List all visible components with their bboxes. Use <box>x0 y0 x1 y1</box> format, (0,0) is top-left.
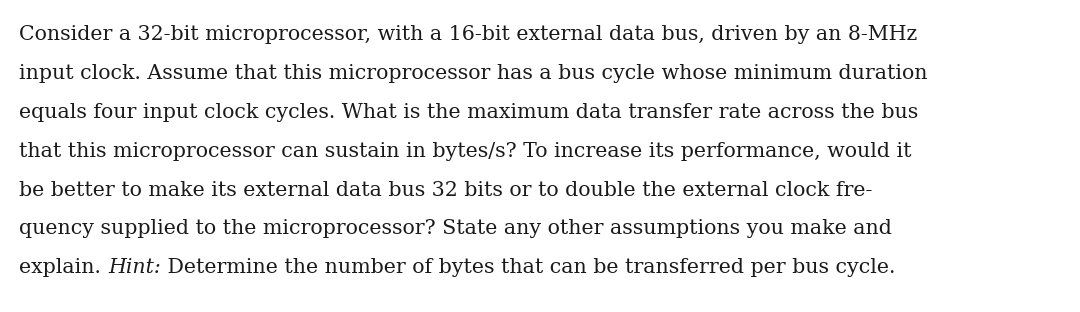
Text: be better to make its external data bus 32 bits or to double the external clock : be better to make its external data bus … <box>19 181 873 200</box>
Text: Determine the number of bytes that can be transferred per bus cycle.: Determine the number of bytes that can b… <box>161 258 895 277</box>
Text: explain.: explain. <box>19 258 108 277</box>
Text: Hint:: Hint: <box>108 258 161 277</box>
Text: input clock. Assume that this microprocessor has a bus cycle whose minimum durat: input clock. Assume that this microproce… <box>19 64 928 83</box>
Text: equals four input clock cycles. What is the maximum data transfer rate across th: equals four input clock cycles. What is … <box>19 103 919 122</box>
Text: Consider a 32-bit microprocessor, with a 16-bit external data bus, driven by an : Consider a 32-bit microprocessor, with a… <box>19 25 918 44</box>
Text: that this microprocessor can sustain in bytes/s? To increase its performance, wo: that this microprocessor can sustain in … <box>19 142 912 161</box>
Text: quency supplied to the microprocessor? State any other assumptions you make and: quency supplied to the microprocessor? S… <box>19 219 892 238</box>
